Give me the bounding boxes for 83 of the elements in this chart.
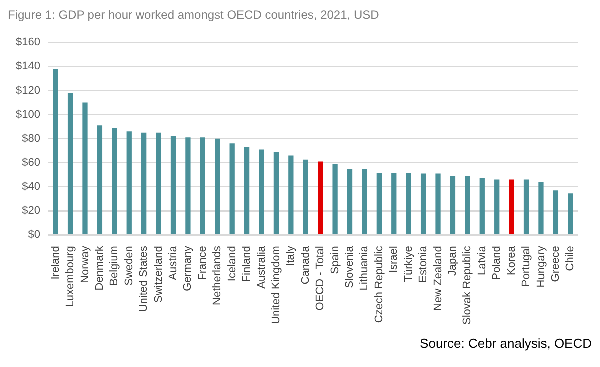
bar bbox=[318, 162, 324, 234]
x-tick-label: France bbox=[196, 246, 209, 280]
y-tick-label: $140 bbox=[16, 60, 40, 73]
bar bbox=[509, 180, 514, 234]
bar bbox=[568, 194, 574, 234]
x-tick-label: Ireland bbox=[50, 246, 62, 280]
x-tick-label: Slovak Republic bbox=[462, 246, 474, 325]
x-tick-label: United States bbox=[138, 246, 150, 312]
bar bbox=[82, 102, 88, 234]
x-tick-label: Germany bbox=[182, 246, 194, 292]
bar bbox=[392, 173, 397, 234]
bar bbox=[200, 138, 206, 234]
x-tick-label: Belgium bbox=[108, 246, 121, 286]
x-tick-label: United Kingdom bbox=[270, 246, 282, 324]
bar bbox=[524, 180, 530, 234]
bar bbox=[97, 126, 103, 234]
x-tick-label: Switzerland bbox=[152, 246, 165, 303]
bar bbox=[288, 156, 294, 234]
bar bbox=[332, 164, 338, 234]
y-tick-label: $20 bbox=[22, 205, 40, 218]
bar bbox=[53, 69, 58, 234]
x-tick-label: Luxembourg bbox=[64, 246, 77, 308]
bar bbox=[170, 136, 176, 234]
y-tick-label: $80 bbox=[22, 132, 40, 145]
x-tick-label: Italy bbox=[285, 246, 298, 266]
bar bbox=[112, 128, 118, 234]
bar bbox=[126, 132, 132, 234]
y-tick-label: $0 bbox=[28, 229, 40, 242]
x-tick-label: Korea bbox=[506, 245, 518, 276]
bar bbox=[480, 178, 485, 234]
bar bbox=[362, 170, 368, 234]
bar bbox=[376, 173, 382, 234]
x-tick-label: Czech Republic bbox=[373, 246, 386, 324]
y-tick-label: $120 bbox=[16, 84, 40, 97]
x-tick-label: Iceland bbox=[226, 246, 238, 282]
source-note: Source: Cebr analysis, OECD bbox=[419, 336, 592, 351]
x-tick-label: Lithuania bbox=[358, 245, 371, 291]
bar bbox=[244, 147, 250, 234]
y-tick-label: $40 bbox=[22, 181, 40, 194]
x-tick-label: Austria bbox=[168, 245, 180, 280]
bar bbox=[420, 174, 426, 234]
x-tick-label: Norway bbox=[79, 246, 92, 284]
bar bbox=[494, 180, 500, 234]
x-tick-label: Türkiye bbox=[402, 246, 415, 282]
x-tick-label: Chile bbox=[564, 246, 577, 272]
x-tick-label: Hungary bbox=[535, 246, 548, 288]
y-tick-label: $60 bbox=[22, 156, 40, 169]
bar bbox=[215, 138, 220, 234]
x-tick-label: Sweden bbox=[123, 246, 136, 286]
bar bbox=[465, 176, 470, 234]
bar bbox=[186, 138, 191, 234]
x-tick-label: Australia bbox=[256, 245, 268, 289]
x-tick-label: OECD - Total bbox=[314, 246, 327, 311]
bar bbox=[436, 174, 441, 234]
x-tick-label: Japan bbox=[447, 246, 460, 276]
bar bbox=[68, 93, 74, 234]
bar bbox=[538, 182, 544, 234]
x-tick-label: Greece bbox=[550, 246, 562, 282]
bar bbox=[274, 152, 280, 234]
bar bbox=[303, 160, 308, 234]
x-tick-label: Latvia bbox=[476, 245, 488, 276]
x-tick-label: Spain bbox=[329, 246, 342, 274]
bar bbox=[156, 132, 162, 234]
x-tick-label: Finland bbox=[241, 246, 254, 282]
x-tick-label: Netherlands bbox=[212, 246, 224, 306]
x-tick-label: Denmark bbox=[94, 246, 106, 291]
bar bbox=[553, 190, 559, 234]
x-tick-label: Poland bbox=[491, 246, 504, 280]
bar bbox=[259, 150, 264, 234]
x-tick-label: Estonia bbox=[418, 245, 430, 283]
x-tick-label: New Zealand bbox=[432, 246, 444, 311]
bar bbox=[450, 176, 456, 234]
bar bbox=[406, 173, 412, 234]
x-tick-label: Canada bbox=[300, 245, 312, 285]
bar bbox=[142, 132, 147, 234]
y-tick-label: $160 bbox=[16, 36, 40, 49]
chart-title: Figure 1: GDP per hour worked amongst OECD countries, 2021, USD bbox=[8, 8, 380, 22]
bar bbox=[230, 144, 235, 234]
bar bbox=[347, 168, 353, 234]
x-tick-label: Israel bbox=[388, 246, 400, 274]
y-tick-label: $100 bbox=[16, 108, 40, 121]
x-tick-label: Portugal bbox=[520, 246, 533, 288]
x-tick-label: Slovenia bbox=[344, 245, 356, 288]
